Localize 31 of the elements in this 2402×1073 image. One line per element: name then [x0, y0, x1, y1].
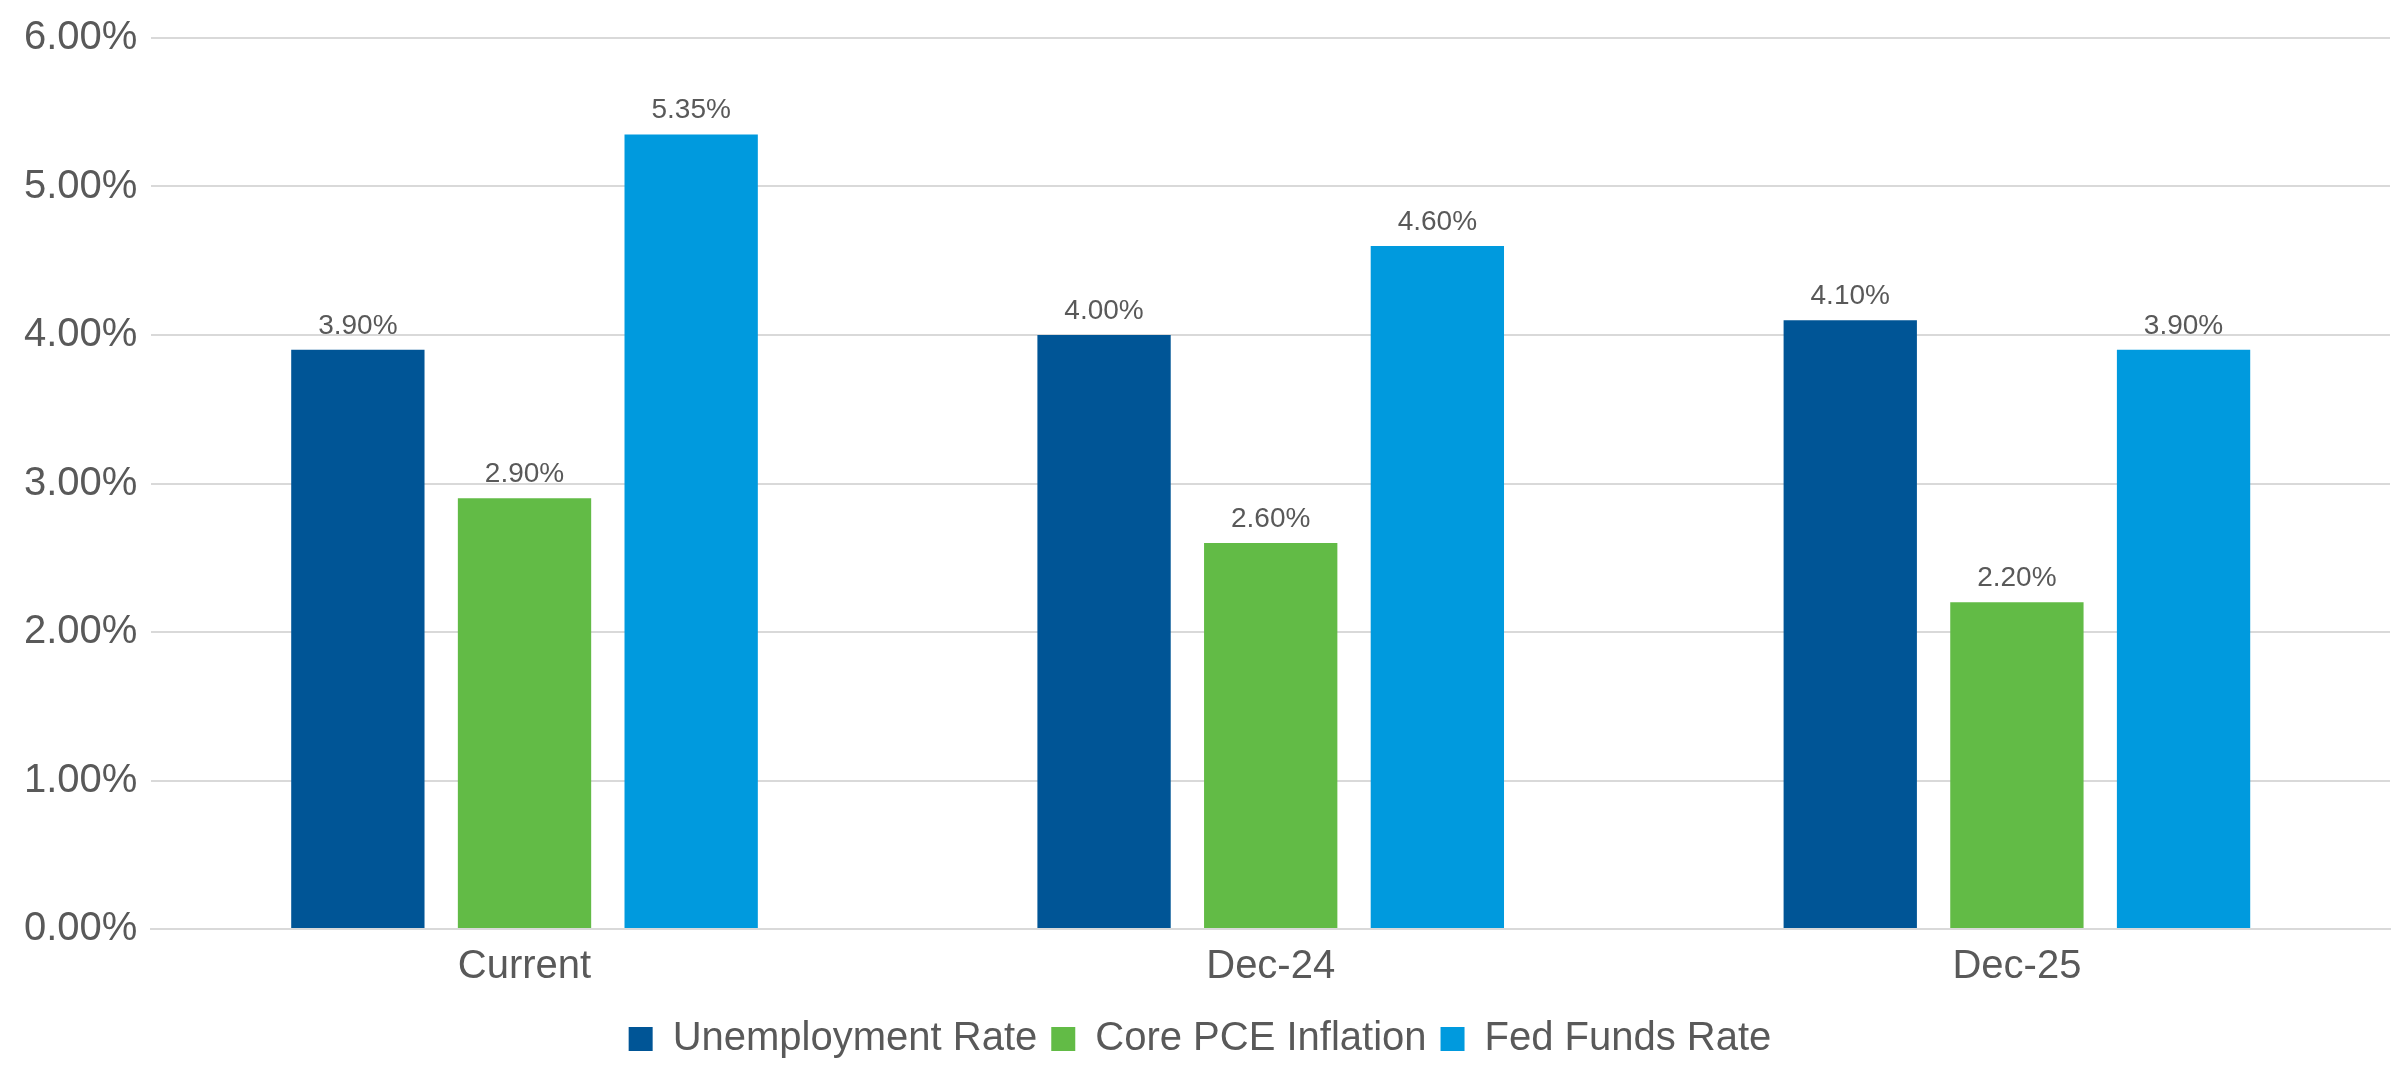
- legend-label: Fed Funds Rate: [1484, 1014, 1772, 1059]
- bar: [1370, 245, 1505, 928]
- data-label: 5.35%: [651, 93, 731, 125]
- data-label: 2.90%: [484, 457, 565, 489]
- y-tick-label: 0.00%: [24, 904, 138, 949]
- bar: [457, 498, 592, 928]
- bar: [624, 134, 758, 928]
- x-tick-label: Dec-24: [1206, 942, 1336, 987]
- data-label: 2.60%: [1231, 501, 1311, 533]
- legend-label: Unemployment Rate: [672, 1014, 1038, 1059]
- bar: [1204, 542, 1338, 928]
- x-tick-label: Dec-25: [1952, 942, 2082, 987]
- legend-label: Core PCE Inflation: [1095, 1014, 1427, 1059]
- bar: [291, 349, 425, 928]
- y-tick-label: 4.00%: [24, 310, 138, 355]
- y-tick-label: 5.00%: [24, 161, 138, 206]
- bar: [2116, 349, 2251, 928]
- y-tick-label: 6.00%: [24, 13, 138, 58]
- x-tick-label: Current: [457, 942, 592, 987]
- y-tick-label: 1.00%: [24, 755, 138, 800]
- bar: [1783, 320, 1917, 928]
- data-label: 4.00%: [1064, 293, 1144, 325]
- data-label: 3.90%: [2143, 308, 2224, 340]
- bar: [1037, 335, 1171, 928]
- data-label: 4.10%: [1810, 278, 1890, 310]
- y-tick-label: 3.00%: [24, 458, 138, 503]
- data-label: 2.20%: [1977, 561, 2057, 593]
- bar: [1950, 602, 2084, 928]
- data-label: 4.60%: [1397, 204, 1478, 236]
- data-label: 3.90%: [318, 308, 398, 340]
- y-tick-label: 2.00%: [24, 607, 138, 652]
